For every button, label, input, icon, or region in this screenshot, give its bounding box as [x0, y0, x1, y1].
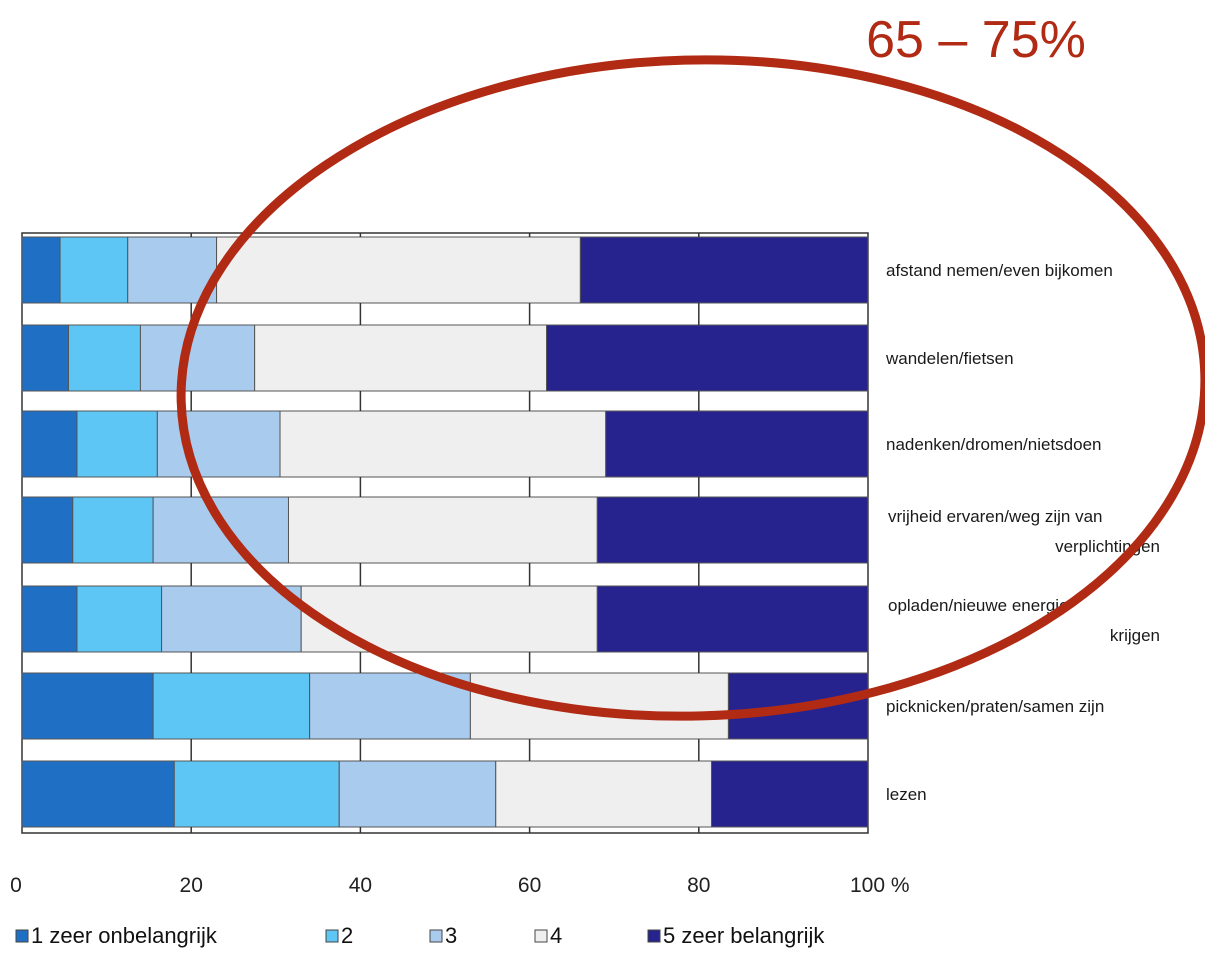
x-tick-label: 0 — [10, 874, 22, 897]
x-tick-label: 40 — [349, 874, 372, 897]
bar-segment — [300, 585, 598, 653]
bar-segment — [21, 672, 154, 740]
category-label: afstand nemen/even bijkomen — [886, 261, 1113, 280]
category-label-line: opladen/nieuwe energie — [888, 596, 1069, 615]
x-tick-label: 20 — [180, 874, 203, 897]
bar-segment — [605, 410, 869, 478]
bar-segment — [76, 410, 158, 478]
bar-segment — [596, 496, 869, 564]
bar-segment — [546, 324, 869, 392]
bar-segment — [173, 760, 340, 828]
bar-segment — [72, 496, 154, 564]
legend-swatch — [325, 929, 339, 943]
bar-segment — [216, 236, 581, 304]
bar-segment — [309, 672, 471, 740]
bar-segment — [287, 496, 598, 564]
category-label: nadenken/dromen/nietsdoen — [886, 435, 1102, 454]
bar-segment — [156, 410, 281, 478]
legend-label: 5 zeer belangrijk — [663, 923, 825, 948]
bar-segment — [21, 760, 175, 828]
legend-swatch — [15, 929, 29, 943]
category-label: picknicken/praten/samen zijn — [886, 697, 1104, 716]
bar-segment — [152, 672, 311, 740]
annotation-label: 65 – 75% — [866, 11, 1086, 69]
bar-segment — [579, 236, 869, 304]
bar-segment — [21, 585, 78, 653]
category-label: lezen — [886, 785, 927, 804]
bar-segment — [21, 410, 78, 478]
bar-segment — [338, 760, 497, 828]
x-tick-label: 80 — [687, 874, 710, 897]
category-label: wandelen/fietsen — [885, 349, 1014, 368]
bar-segment — [279, 410, 607, 478]
bar-segment — [21, 236, 61, 304]
category-label-line: vrijheid ervaren/weg zijn van — [888, 507, 1103, 526]
category-label-line: krijgen — [1110, 626, 1160, 645]
bar-segment — [139, 324, 256, 392]
bar-segment — [21, 324, 70, 392]
bar-segment — [127, 236, 218, 304]
bar-segment — [161, 585, 302, 653]
bar-segment — [469, 672, 729, 740]
bar-segment — [495, 760, 712, 828]
bar-segment — [710, 760, 869, 828]
legend-swatch — [429, 929, 443, 943]
legend-swatch — [647, 929, 661, 943]
bar-segment — [68, 324, 141, 392]
bar-segment — [59, 236, 129, 304]
legend-swatch — [534, 929, 548, 943]
x-tick-label: 100 % — [850, 874, 910, 897]
bar-segment — [254, 324, 548, 392]
bar-segment — [76, 585, 163, 653]
bar-segment — [21, 496, 74, 564]
legend-label: 3 — [445, 923, 457, 948]
legend-label: 2 — [341, 923, 353, 948]
legend-label: 1 zeer onbelangrijk — [31, 923, 218, 948]
bar-segment — [596, 585, 869, 653]
x-tick-label: 60 — [518, 874, 541, 897]
legend-label: 4 — [550, 923, 562, 948]
